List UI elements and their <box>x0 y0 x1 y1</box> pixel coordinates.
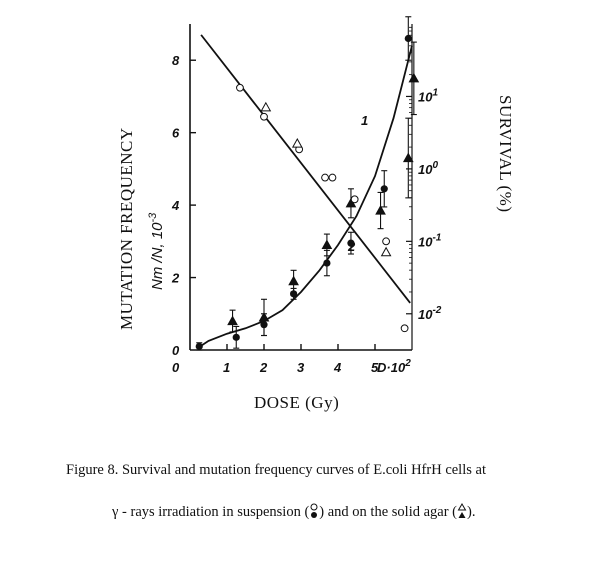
curve-label-1: 1 <box>361 113 368 128</box>
mutation-agar-point <box>375 205 386 215</box>
right-tick-label-base: 10 <box>418 89 433 104</box>
survival-suspension-point <box>350 195 359 204</box>
survival-agar-point <box>291 138 303 148</box>
mutation-agar-point <box>408 72 420 83</box>
mutation-suspension-point <box>323 259 331 267</box>
legend-suspension-symbols <box>310 503 318 518</box>
survival-agar-point <box>380 246 392 257</box>
right-tick-label-exp: 0 <box>432 160 438 171</box>
bottom-tick-label: 0 <box>172 360 180 375</box>
left-axis-formula: Nm /N, 10-3 <box>147 212 166 290</box>
survival-curve <box>200 34 411 304</box>
right-tick-label: 10-1 <box>418 232 442 249</box>
bottom-axis-ticks: 0 1 2 3 4 5 <box>172 344 379 375</box>
chart-curves <box>196 34 413 349</box>
chart-markers <box>195 16 420 351</box>
right-tick-label-base: 10 <box>418 307 433 322</box>
x-end-label-sup: 2 <box>404 358 411 369</box>
right-tick-label: 100 <box>418 160 438 177</box>
figure-caption-line-1: Figure 8. Survival and mutation frequenc… <box>66 462 486 478</box>
survival-agar-point <box>260 101 272 112</box>
right-tick-label-exp: -1 <box>432 232 441 243</box>
mutation-suspension-point <box>347 239 355 247</box>
mutation-suspension-point <box>404 34 412 43</box>
right-tick-label-base: 10 <box>418 234 433 249</box>
bottom-tick-label: 1 <box>223 360 230 375</box>
bottom-tick-label: 2 <box>259 360 268 375</box>
mutation-suspension-point <box>380 185 388 193</box>
bottom-tick-label: 3 <box>297 360 305 375</box>
left-axis-formula-sup: -3 <box>147 212 159 223</box>
legend-agar-symbols <box>457 503 467 518</box>
survival-suspension-point <box>400 324 409 333</box>
survival-suspension-point <box>328 173 337 182</box>
curve-label-2: 2 <box>347 239 356 254</box>
mutation-agar-point <box>321 239 333 250</box>
left-axis-formula-text: Nm /N, 10 <box>149 222 166 290</box>
x-end-label: D·102 <box>377 358 411 375</box>
figure-caption-line-2: γ - rays irradiation in suspension ( ) an… <box>112 503 607 521</box>
right-tick-label-exp: 1 <box>432 87 438 98</box>
left-tick-label: 8 <box>172 53 180 68</box>
right-tick-label-exp: -2 <box>432 305 441 316</box>
survival-suspension-point <box>236 83 244 92</box>
bottom-tick-label: 4 <box>333 360 342 375</box>
mutation-suspension-point <box>232 333 240 341</box>
mutation-suspension-point <box>195 342 203 350</box>
mutation-agar-point <box>402 152 414 163</box>
mutation-frequency-curve <box>196 45 413 349</box>
bottom-tick-label: 5 <box>371 360 379 375</box>
left-axis-ticks: 0 2 4 6 8 <box>171 53 196 358</box>
left-tick-label: 0 <box>172 343 180 358</box>
right-tick-label: 10-2 <box>418 305 442 322</box>
survival-suspension-point <box>260 112 268 121</box>
right-axis-title: SURVIVAL (%) <box>496 95 515 213</box>
left-tick-label: 2 <box>171 271 180 286</box>
mutation-agar-point <box>288 275 299 286</box>
survival-suspension-point <box>382 237 391 246</box>
right-tick-label: 101 <box>418 87 438 104</box>
caption-line-2-part-b: ) and on the solid agar ( <box>319 504 458 520</box>
right-tick-label-base: 10 <box>418 162 433 177</box>
caption-line-2-part-a: γ - rays irradiation in suspension ( <box>112 504 310 520</box>
x-end-label-base: D·10 <box>377 360 406 375</box>
mutation-agar-point <box>227 315 238 326</box>
left-tick-label: 6 <box>172 126 180 141</box>
x-axis-title: DOSE (Gy) <box>254 393 339 412</box>
left-tick-label: 4 <box>171 198 180 213</box>
mutation-agar-point <box>258 311 270 322</box>
caption-line-2-part-c: ). <box>467 504 476 520</box>
left-axis-title: MUTATION FREQUENCY <box>117 127 136 330</box>
survival-suspension-point <box>321 173 329 182</box>
